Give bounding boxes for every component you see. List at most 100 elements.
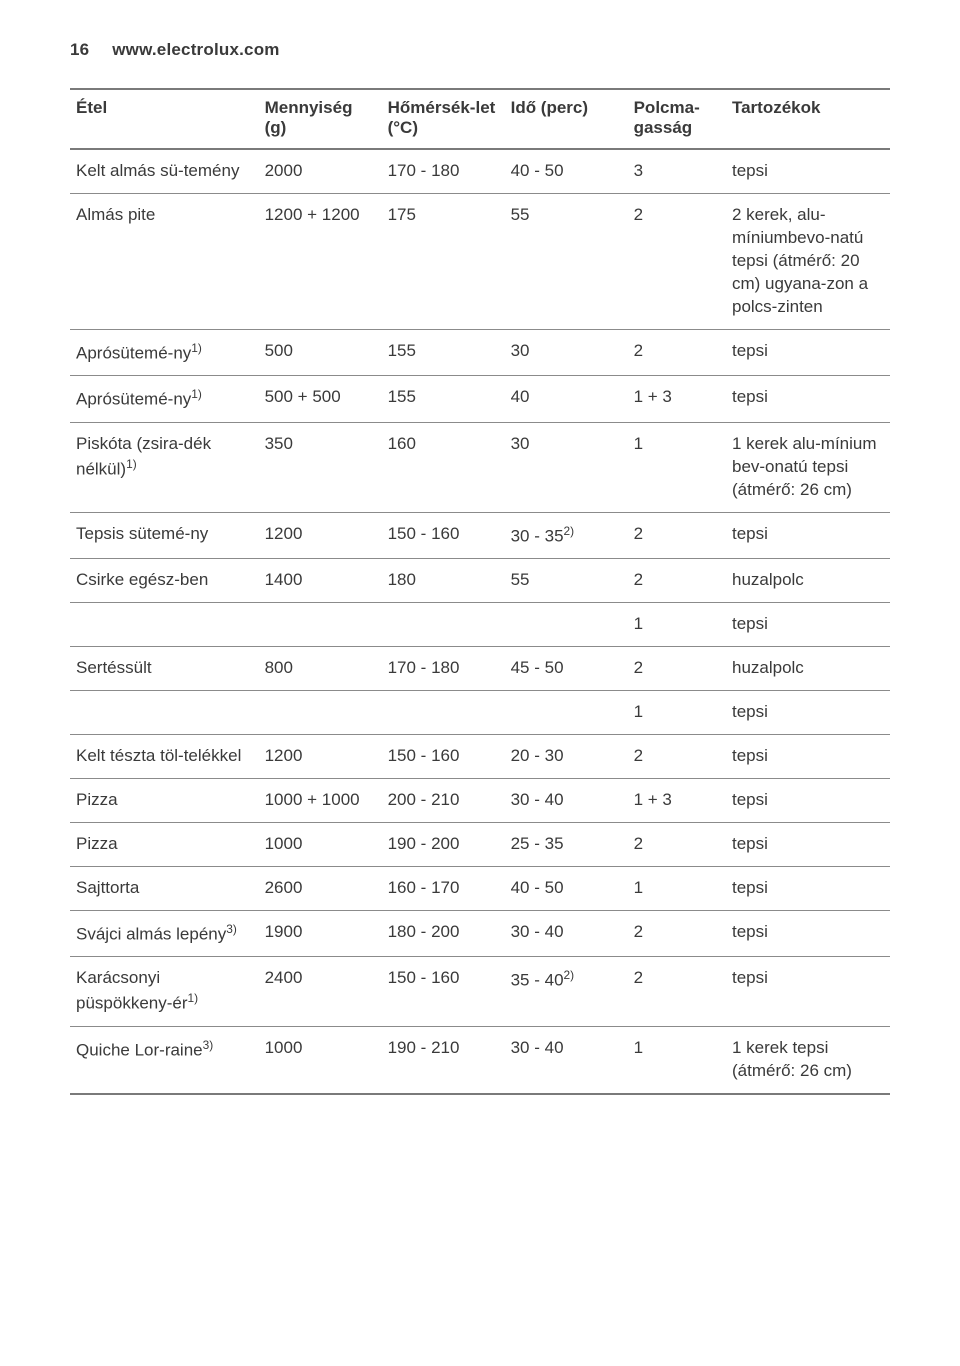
cell-acc-text: tepsi [732,614,768,633]
cell-temp: 150 - 160 [382,512,505,559]
cell-temp: 150 - 160 [382,957,505,1027]
cell-qty: 1900 [259,910,382,957]
cell-shelf-text: 2 [634,524,643,543]
table-header-row: Étel Mennyiség (g) Hőmérsék‐let (°C) Idő… [70,89,890,149]
cell-time-text: 55 [511,205,530,224]
cell-temp: 150 - 160 [382,734,505,778]
cell-food-sup: 3) [226,922,237,936]
cell-time: 55 [505,559,628,603]
cell-time: 20 - 30 [505,734,628,778]
cell-food-text: Kelt tészta töl‐telékkel [76,746,241,765]
cell-shelf: 1 [628,691,726,735]
col-acc: Tartozékok [726,89,890,149]
cell-temp-text: 200 - 210 [388,790,460,809]
cell-acc-text: tepsi [732,341,768,360]
cell-time: 30 [505,422,628,512]
cell-qty [259,691,382,735]
cell-temp: 170 - 180 [382,647,505,691]
cell-qty-text: 800 [265,658,293,677]
cell-food: Kelt almás sü‐temény [70,149,259,193]
cell-acc: tepsi [726,512,890,559]
cell-acc: 1 kerek tepsi (átmérő: 26 cm) [726,1026,890,1093]
cell-qty: 2400 [259,957,382,1027]
cell-temp-text: 170 - 180 [388,161,460,180]
table-body: Kelt almás sü‐temény 2000 170 - 180 40 - 50… [70,149,890,1094]
cell-food-text: Quiche Lor‐raine [76,1041,203,1060]
cell-qty: 350 [259,422,382,512]
cell-qty: 500 + 500 [259,376,382,423]
cell-temp: 180 - 200 [382,910,505,957]
cell-acc: tepsi [726,149,890,193]
table-row: Karácsonyi püspökkeny‐ér1)2400150 - 1603… [70,957,890,1027]
cell-food-text: Sertéssült [76,658,152,677]
cell-temp: 190 - 210 [382,1026,505,1093]
col-time: Idő (perc) [505,89,628,149]
cell-acc-text: tepsi [732,702,768,721]
cell-food: Csirke egész‐ben [70,559,259,603]
table-row: Csirke egész‐ben1400180552huzalpolc [70,559,890,603]
cell-acc: huzalpolc [726,647,890,691]
cell-temp-text: 190 - 210 [388,1038,460,1057]
cell-time-text: 30 - 40 [511,1038,564,1057]
cell-time: 40 - 50 [505,866,628,910]
cell-time: 45 - 50 [505,647,628,691]
cell-qty-text: 1000 [265,1038,303,1057]
cell-temp-text: 160 - 170 [388,878,460,897]
cell-time [505,603,628,647]
cell-food: Almás pite [70,193,259,329]
cell-qty: 2600 [259,866,382,910]
table-row: Sertéssült800170 - 18045 - 502huzalpolc [70,647,890,691]
cell-qty-text: 1400 [265,570,303,589]
cell-time: 55 [505,193,628,329]
page-number: 16 [70,40,89,60]
cell-temp-text: 160 [388,434,416,453]
cell-time: 30 - 40 [505,778,628,822]
cell-qty-text: 2600 [265,878,303,897]
cell-food: Quiche Lor‐raine3) [70,1026,259,1093]
cell-food-sup: 1) [126,457,137,471]
cell-shelf-text: 1 [634,878,643,897]
cell-food-sup: 1) [191,341,202,355]
cell-acc-text: 1 kerek alu‐mínium bev‐onatú tepsi (átmé… [732,434,877,499]
cell-food: Sertéssült [70,647,259,691]
cell-shelf-text: 1 [634,1038,643,1057]
site-url: www.electrolux.com [112,40,279,59]
cell-acc: tepsi [726,778,890,822]
cell-qty-text: 2000 [265,161,303,180]
cell-time: 30 - 40 [505,1026,628,1093]
table-row: Piskóta (zsira‐dék nélkül)1)3501603011 k… [70,422,890,512]
cell-shelf: 1 + 3 [628,376,726,423]
cell-temp: 170 - 180 [382,149,505,193]
cell-time-text: 25 - 35 [511,834,564,853]
cell-qty-text: 1000 + 1000 [265,790,360,809]
cell-acc: tepsi [726,603,890,647]
cell-shelf: 1 [628,603,726,647]
cell-qty: 1000 [259,1026,382,1093]
cell-time [505,691,628,735]
cell-time-text: 30 [511,341,530,360]
cell-temp-text: 180 [388,570,416,589]
cell-qty: 1200 [259,512,382,559]
cell-food: Svájci almás lepény3) [70,910,259,957]
cell-acc: tepsi [726,866,890,910]
cell-shelf-text: 1 [634,702,643,721]
cell-shelf: 3 [628,149,726,193]
cell-time: 30 - 40 [505,910,628,957]
cell-acc: tepsi [726,691,890,735]
cell-acc-text: huzalpolc [732,658,804,677]
cell-food-text: Piskóta (zsira‐dék nélkül) [76,434,211,479]
cell-qty: 1000 [259,822,382,866]
table-row: Tepsis sütemé‐ny1200150 - 16030 - 352)2t… [70,512,890,559]
cell-temp [382,603,505,647]
cell-time-text: 30 - 35 [511,526,564,545]
cell-food-text: Aprósütemé‐ny [76,390,191,409]
cell-shelf-text: 1 + 3 [634,790,672,809]
cell-temp-text: 175 [388,205,416,224]
cell-temp [382,691,505,735]
cell-time-text: 40 - 50 [511,878,564,897]
cell-acc: huzalpolc [726,559,890,603]
cell-time: 30 [505,329,628,376]
cell-food [70,691,259,735]
cell-temp: 155 [382,376,505,423]
cell-shelf-text: 2 [634,968,643,987]
